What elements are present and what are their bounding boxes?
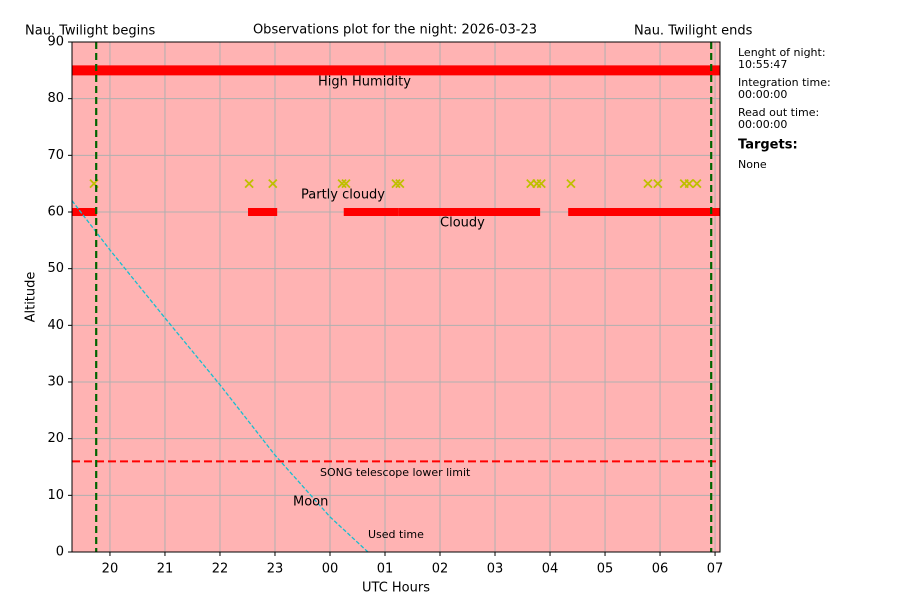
readout-label: Read out time: [738,106,819,119]
y-tick-label: 20 [47,431,64,446]
observation-marker [653,179,663,189]
annotation: High Humidity [318,75,411,90]
plot-frame [71,41,721,553]
x-tick-label: 20 [102,562,119,577]
x-tick-label: 03 [487,562,504,577]
observation-marker [643,179,653,189]
annotation: Moon [293,495,328,510]
targets-label: Targets: [738,138,798,153]
x-tick-label: 22 [212,562,229,577]
observation-marker [341,179,351,189]
targets-value: None [738,158,767,171]
observation-marker [268,179,278,189]
observation-marker [391,179,401,189]
chart-title: Observations plot for the night: 2026-03… [253,23,537,38]
y-tick-label: 60 [47,205,64,220]
x-tick-label: 05 [597,562,614,577]
integration-label: Integration time: [738,76,831,89]
plot-background [72,42,720,552]
y-axis-label: Altitude [24,272,39,323]
y-tick-label: 40 [47,318,64,333]
observation-marker [395,179,405,189]
x-tick-label: 07 [707,562,724,577]
y-tick-label: 80 [47,91,64,106]
integration-value: 00:00:00 [738,88,787,101]
x-tick-label: 21 [157,562,174,577]
observation-marker [566,179,576,189]
y-tick-label: 70 [47,148,64,163]
annotation: Cloudy [440,216,485,231]
observation-marker [692,179,702,189]
annotation: Used time [368,528,424,541]
observation-marker [536,179,546,189]
x-tick-label: 00 [322,562,339,577]
twilight-end-label: Nau. Twilight ends [634,24,753,39]
twilight-begin-label: Nau. Twilight begins [25,24,156,39]
x-axis-label: UTC Hours [362,581,430,596]
observation-marker [244,179,254,189]
y-tick-label: 90 [47,35,64,50]
annotation: Partly cloudy [301,188,385,203]
x-tick-label: 23 [267,562,284,577]
x-tick-label: 04 [542,562,559,577]
observation-marker [684,179,694,189]
observation-marker [337,179,347,189]
y-tick-label: 0 [56,545,64,560]
y-tick-label: 50 [47,261,64,276]
night-label: Lenght of night: [738,46,826,59]
x-tick-label: 06 [652,562,669,577]
annotation: SONG telescope lower limit [320,466,471,479]
night-value: 10:55:47 [738,58,787,71]
y-tick-label: 30 [47,375,64,390]
y-tick-label: 10 [47,488,64,503]
moon-line [71,200,369,553]
readout-value: 00:00:00 [738,118,787,131]
x-tick-label: 02 [432,562,449,577]
x-tick-label: 01 [377,562,394,577]
